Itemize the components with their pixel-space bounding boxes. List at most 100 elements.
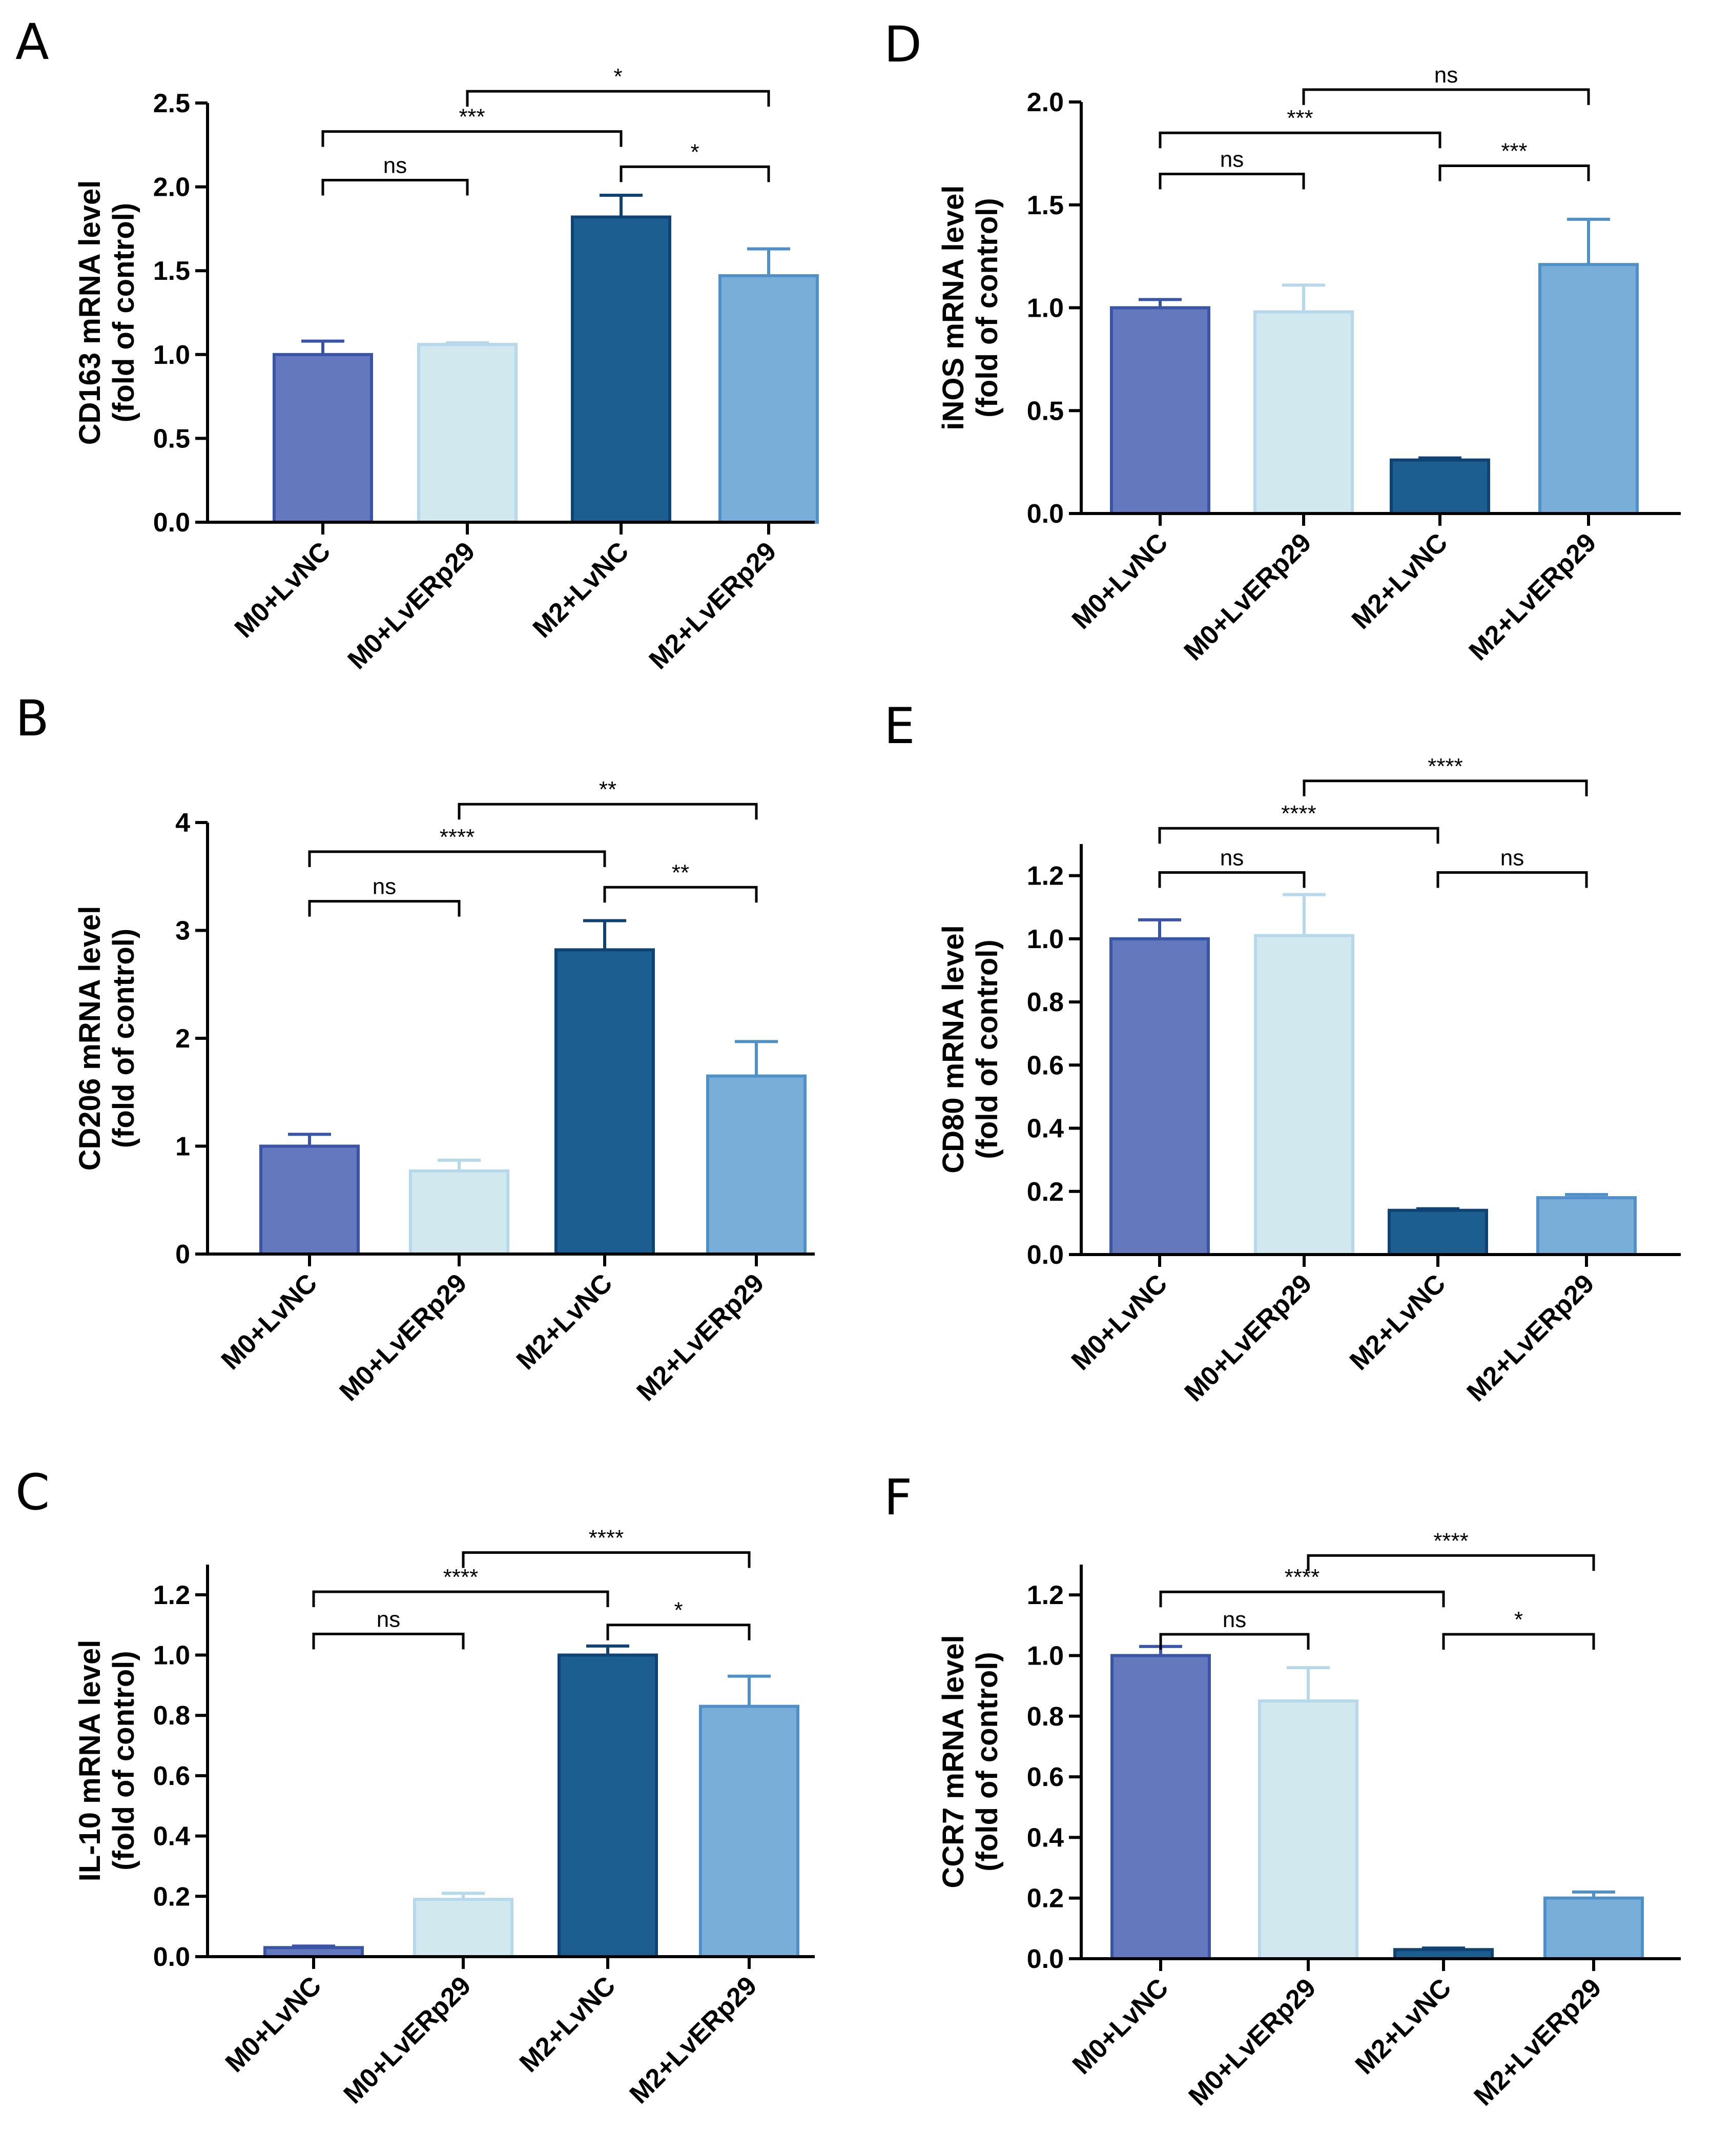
y-tick-label: 0.2	[1027, 1884, 1064, 1914]
bar-M0+LvNC	[259, 1144, 360, 1256]
x-tick-label: M0+LvNC	[1067, 1973, 1174, 2080]
y-tick-label: 0	[175, 1240, 190, 1269]
y-tick-label: 4	[175, 808, 190, 838]
significance-bracket	[606, 1624, 751, 1640]
y-axis-label-unit: (fold of control)	[971, 198, 1004, 417]
panel-letter: B	[15, 690, 49, 747]
bar-M2+LvERp29	[706, 1074, 807, 1256]
y-tick-label: 0.8	[1027, 988, 1064, 1017]
significance-bracket	[312, 1590, 609, 1607]
significance-bracket	[1159, 173, 1305, 190]
y-tick-label: 1.5	[1027, 191, 1064, 220]
significance-label: ****	[1285, 1565, 1320, 1590]
significance-bracket	[1436, 871, 1588, 888]
bar-M2+LvNC	[1388, 1208, 1488, 1257]
x-tick-label: M0+LvERp29	[1179, 527, 1317, 666]
bar-M0+LvERp29	[417, 343, 518, 524]
significance-label: ****	[1433, 1528, 1469, 1553]
bar-M2+LvERp29	[1543, 1896, 1644, 1961]
y-axis-label-unit: (fold of control)	[107, 203, 140, 422]
x-tick-label: M0+LvNC	[220, 1970, 327, 2078]
x-tick-label: M0+LvERp29	[1179, 1268, 1318, 1407]
y-tick-label: 1.0	[1027, 1641, 1064, 1671]
significance-bracket	[1438, 164, 1590, 181]
bar-M0+LvERp29	[409, 1169, 509, 1256]
bar-M2+LvERp29	[1536, 1196, 1637, 1256]
y-tick-label: 0.5	[1027, 396, 1064, 426]
y-tick-label: 0.4	[153, 1822, 190, 1852]
y-tick-label: 0.6	[1027, 1051, 1064, 1080]
significance-bracket	[1442, 1633, 1595, 1650]
y-tick-label: 0.2	[1027, 1177, 1064, 1207]
bar-M2+LvERp29	[718, 274, 819, 524]
significance-bracket	[1158, 871, 1306, 888]
x-tick-label: M0+LvNC	[216, 1268, 323, 1375]
x-tick-label: M0+LvERp29	[342, 536, 481, 675]
panel-letter: C	[15, 1464, 50, 1521]
bar-M2+LvNC	[558, 1653, 658, 1959]
significance-label: ***	[459, 105, 485, 130]
significance-bracket	[458, 803, 758, 820]
significance-label: *	[613, 64, 622, 89]
significance-bracket	[1307, 1554, 1595, 1571]
y-tick-label: 2.0	[153, 173, 190, 202]
significance-label: *	[1514, 1607, 1523, 1632]
bar-M0+LvERp29	[1254, 934, 1354, 1256]
y-tick-label: 1.0	[1027, 294, 1064, 323]
bar-M0+LvERp29	[1258, 1699, 1358, 1961]
y-tick-label: 1.2	[153, 1580, 190, 1610]
significance-label: ns	[373, 874, 396, 899]
significance-bracket	[466, 90, 770, 107]
y-tick-label: 0.4	[1027, 1823, 1064, 1853]
y-tick-label: 0.8	[1027, 1702, 1064, 1732]
x-tick-label: M2+LvERp29	[1461, 1268, 1600, 1407]
significance-bracket	[1158, 827, 1439, 844]
x-tick-label: M2+LvERp29	[624, 1970, 763, 2109]
x-tick-label: M2+LvNC	[1346, 527, 1454, 635]
x-tick-label: M2+LvNC	[514, 1970, 622, 2078]
significance-label: ****	[440, 825, 475, 850]
x-tick-label: M0+LvERp29	[334, 1268, 473, 1407]
y-axis-label: CD163 mRNA level	[73, 180, 107, 445]
y-tick-label: 0.6	[1027, 1762, 1064, 1792]
panel-a: A CD163 mRNA level (fold of control) 0.0 0.5…	[15, 13, 819, 675]
significance-label: **	[599, 777, 616, 802]
x-tick-label: M0+LvERp29	[338, 1970, 477, 2109]
bar-M2+LvNC	[1390, 458, 1490, 515]
y-tick-label: 1.0	[153, 1641, 190, 1671]
y-axis-label: IL-10 mRNA level	[73, 1640, 107, 1882]
y-tick-label: 0.8	[153, 1701, 190, 1731]
significance-label: ****	[1281, 801, 1316, 826]
bar-M2+LvERp29	[1538, 263, 1639, 515]
x-tick-label: M2+LvERp29	[631, 1268, 770, 1407]
significance-bracket	[620, 165, 770, 182]
significance-label: ****	[589, 1525, 624, 1550]
y-tick-label: 1.2	[1027, 1580, 1064, 1610]
y-tick-label: 1.2	[1027, 861, 1064, 891]
significance-label: ****	[1428, 754, 1463, 779]
y-axis-label: CCR7 mRNA level	[937, 1635, 970, 1888]
significance-label: ns	[1220, 845, 1244, 870]
y-tick-label: 1.5	[153, 256, 190, 286]
y-tick-label: 0.6	[153, 1761, 190, 1791]
panel-c: C IL-10 mRNA level (fold of control) 0.0 0.2…	[15, 1464, 815, 2109]
significance-bracket	[312, 1632, 465, 1650]
y-axis-label: iNOS mRNA level	[937, 185, 970, 430]
y-axis-label-unit: (fold of control)	[971, 939, 1004, 1159]
significance-label: ns	[1500, 845, 1524, 870]
significance-label: ns	[1223, 1607, 1246, 1632]
panel-letter: F	[884, 1469, 912, 1526]
bar-M2+LvERp29	[699, 1705, 799, 1958]
y-axis-label-unit: (fold of control)	[971, 1652, 1004, 1871]
significance-bracket	[308, 900, 461, 917]
significance-label: ns	[377, 1607, 400, 1632]
x-tick-label: M2+LvERp29	[1463, 527, 1602, 666]
significance-bracket	[1303, 779, 1588, 796]
y-axis-label: CD80 mRNA level	[937, 925, 970, 1174]
bar-M0+LvNC	[1110, 306, 1210, 515]
significance-bracket	[1302, 88, 1590, 105]
y-tick-label: 0.0	[153, 1942, 190, 1972]
significance-bracket	[321, 130, 623, 147]
